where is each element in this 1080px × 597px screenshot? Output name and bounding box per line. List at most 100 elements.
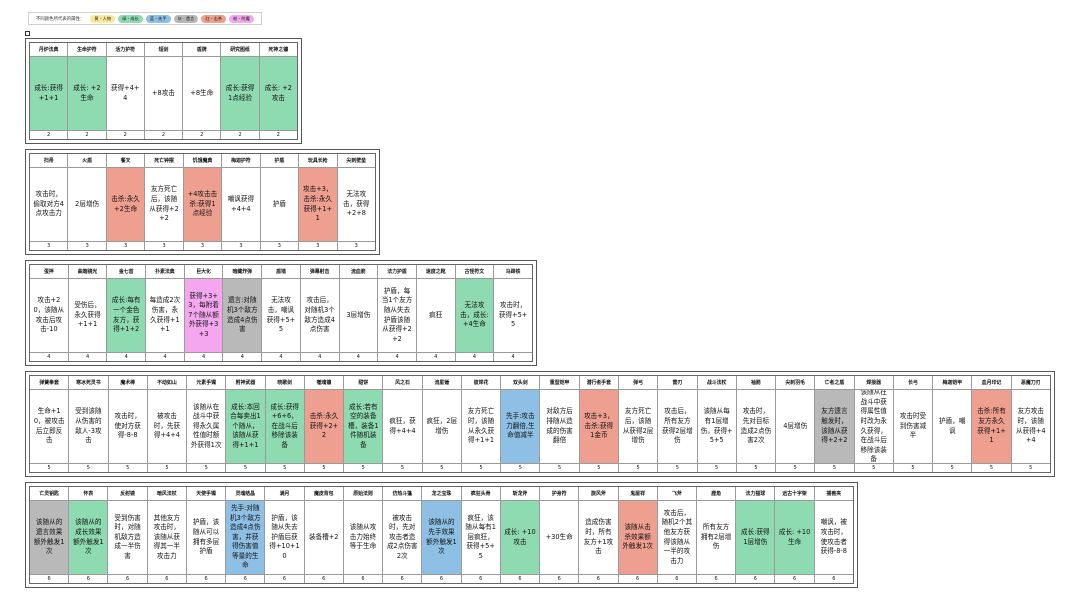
item-name: 飞斧 (657, 487, 696, 501)
item-effect: 获得+3+3，每附着7个随从额外获得+3+3 (184, 279, 223, 352)
item-column: 暗风法杖 其他友方攻击时，该随从获得其一半攻击力 6 (147, 487, 187, 583)
item-effect: 造成伤害时，所有友方+1攻击 (579, 501, 618, 574)
item-column: 速度之靴 疯狂 4 (416, 265, 456, 361)
item-effect: 护盾，该随从失去护盾后获得+10+10 (265, 501, 304, 574)
item-tier: 5 (69, 463, 108, 472)
item-name: 死神之镰 (259, 43, 297, 57)
item-column: 死神之镰 成长: +2攻击 2 (259, 43, 297, 139)
item-effect: 疯狂，获得+4+4 (383, 390, 422, 463)
item-effect: 成长:若有空的装备槽，装备1件随机装备 (344, 390, 383, 463)
item-effect: 击杀:所有友方永久获得+1+1 (972, 390, 1011, 463)
item-tier: 6 (696, 574, 736, 583)
item-name: 短剑 (144, 43, 183, 57)
item-tier: 6 (461, 574, 500, 583)
item-column: 恶魔刀刃 友方攻击时，该随从获得+4+4 5 (1011, 376, 1050, 472)
item-column: 原始法则 该随从攻击力始终等于生命 6 (343, 487, 384, 583)
item-tier: 4 (262, 352, 300, 361)
item-effect: 该随从的成长效果额外触发1次 (69, 501, 108, 574)
item-tier: 3 (337, 241, 375, 250)
item-name: 不动如山 (147, 376, 187, 390)
item-tier: 5 (383, 463, 422, 472)
item-name: 暗藏炸弹 (223, 265, 262, 279)
item-name: 火盾 (68, 154, 106, 168)
item-effect: 攻击时，使对方获得-8-8 (108, 390, 147, 463)
item-tier: 2 (68, 130, 106, 139)
item-column: 丹炉法典 成长:获得+1+1 2 (30, 43, 69, 139)
item-tier: 2 (144, 130, 183, 139)
item-effect: 该随从的遗言效果额外触发1次 (30, 501, 69, 574)
item-tier: 6 (186, 574, 226, 583)
item-column: 长弓 攻击时受到伤害减半 5 (893, 376, 934, 472)
item-tier: 5 (501, 463, 540, 472)
item-effect: 嘲讽，被攻击时，使攻击者获得-8-8 (814, 501, 853, 574)
item-effect: 疯狂，该随从每有1层疯狂，获得+5+5 (461, 501, 500, 574)
item-tier: 6 (814, 574, 853, 583)
item-tier: 4 (494, 352, 532, 361)
item-name: 速度之靴 (416, 265, 455, 279)
item-effect: 击杀:永久获得+2+2 (304, 390, 344, 463)
item-name: 潜行者手套 (579, 376, 618, 390)
item-column: 暗藏炸弹 遗言:对随机3个敌方造成4点伤害 4 (223, 265, 263, 361)
item-column: 甜饼 成长:若有空的装备槽，装备1件随机装备 5 (344, 376, 384, 472)
item-column: 晓歌剑 成长:获得+6+6，在战斗后移除该装备 5 (265, 376, 305, 472)
item-column: 护盾 护盾 3 (260, 154, 300, 250)
item-effect: 友方死亡时，该随从永久获得+1+1 (461, 390, 501, 463)
item-column: 尖刺壁垒 无法攻击，获得+2+8 3 (337, 154, 375, 250)
item-name: 饥饿魔典 (183, 154, 222, 168)
item-name: 盾牌 (183, 43, 221, 57)
item-tier: 3 (260, 241, 299, 250)
item-name: 古怪符文 (455, 265, 494, 279)
item-name: 弹簧拳套 (30, 376, 69, 390)
item-tier: 6 (736, 574, 775, 583)
item-tier: 2 (106, 130, 144, 139)
item-tier: 5 (579, 463, 618, 472)
item-column: 流星锤 疯狂，2层增伤 5 (422, 376, 462, 472)
empty-checkbox[interactable] (25, 31, 30, 36)
item-name: 餐叉 (106, 154, 145, 168)
item-column: 天使手镯 护盾，该随从可以拥有多层护盾 6 (186, 487, 227, 583)
item-tier: 6 (108, 574, 147, 583)
item-tier: 5 (304, 463, 344, 472)
item-name: 弹幕射击 (300, 265, 339, 279)
item-column: 死亡钟摆 友方死亡后，该随从获得+2+2 3 (145, 154, 184, 250)
item-tier: 6 (147, 574, 186, 583)
item-effect: 成长: +10生命 (775, 501, 814, 574)
item-column: 古怪符文 无法攻击，成长: +4生命 4 (455, 265, 495, 361)
item-name: 鬼屋祥 (618, 487, 657, 501)
item-tier: 6 (618, 574, 657, 583)
item-name: 附神武器 (226, 376, 265, 390)
item-effect: 攻击后，对随机3个敌方造成4点伤害 (300, 279, 339, 352)
item-column: 斩龙斧 成长: +10攻击 6 (500, 487, 541, 583)
item-tier: 6 (422, 574, 461, 583)
item-effect: 护盾，嘲讽 (933, 390, 972, 463)
item-name: 梅迦铠甲 (933, 376, 972, 390)
item-grid: 蛋拌 攻击+20，该随从攻击后攻击-10 4 曲端镜光 受伤后，永久获得+1+1 4 金七首… (29, 264, 533, 362)
item-effect: 被攻击时，先获得+4+4 (147, 390, 187, 463)
item-name: 天使手镯 (186, 487, 226, 501)
item-name: 盾墙 (262, 265, 300, 279)
item-effect: +30生命 (540, 501, 579, 574)
item-tier: 5 (972, 463, 1011, 472)
item-effect: 护盾，该随从可以拥有多层护盾 (186, 501, 226, 574)
item-column: 马蹄铁 攻击时，获得+5+5 4 (494, 265, 532, 361)
item-tier: 5 (226, 463, 265, 472)
item-column: 风之石 疯狂，获得+4+4 5 (383, 376, 423, 472)
item-name: 魔术棒 (108, 376, 147, 390)
item-effect: 每造成2次伤害，永久获得+1+1 (146, 279, 184, 352)
item-effect: 攻击+3，击杀:永久获得+1+1 (299, 168, 337, 241)
item-column: 亡灵钥匙 该随从的遗言效果额外触发1次 6 (30, 487, 70, 583)
item-column: 短剑 +8攻击 2 (144, 43, 184, 139)
item-effect: 受伤后，永久获得+1+1 (68, 279, 107, 352)
item-tier: 6 (226, 574, 265, 583)
item-effect: 疯狂，2层增伤 (422, 390, 461, 463)
item-name: 甜饼 (344, 376, 383, 390)
item-tier: 3 (106, 241, 145, 250)
item-tier: 2 (221, 130, 259, 139)
item-column: 扑素法典 每造成2次伤害，永久获得+1+1 4 (146, 265, 185, 361)
item-tier: 5 (147, 463, 187, 472)
item-effect: 击杀:永久+2生命 (106, 168, 145, 241)
item-tier: 4 (339, 352, 378, 361)
item-effect: 该随从攻击力始终等于生命 (343, 501, 383, 574)
item-effect: 成长:本回合每卖出1个随从，该随从获得+1+1 (226, 390, 265, 463)
item-name: 法力猫球 (736, 487, 775, 501)
